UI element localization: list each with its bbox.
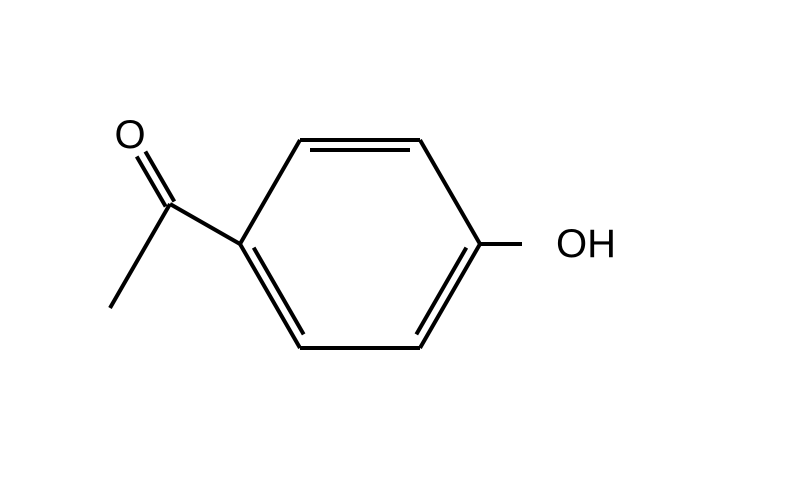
atom-label-o2: OH: [556, 222, 616, 266]
molecule-diagram: O OH: [0, 0, 800, 500]
atom-label-o1: O: [114, 113, 145, 157]
